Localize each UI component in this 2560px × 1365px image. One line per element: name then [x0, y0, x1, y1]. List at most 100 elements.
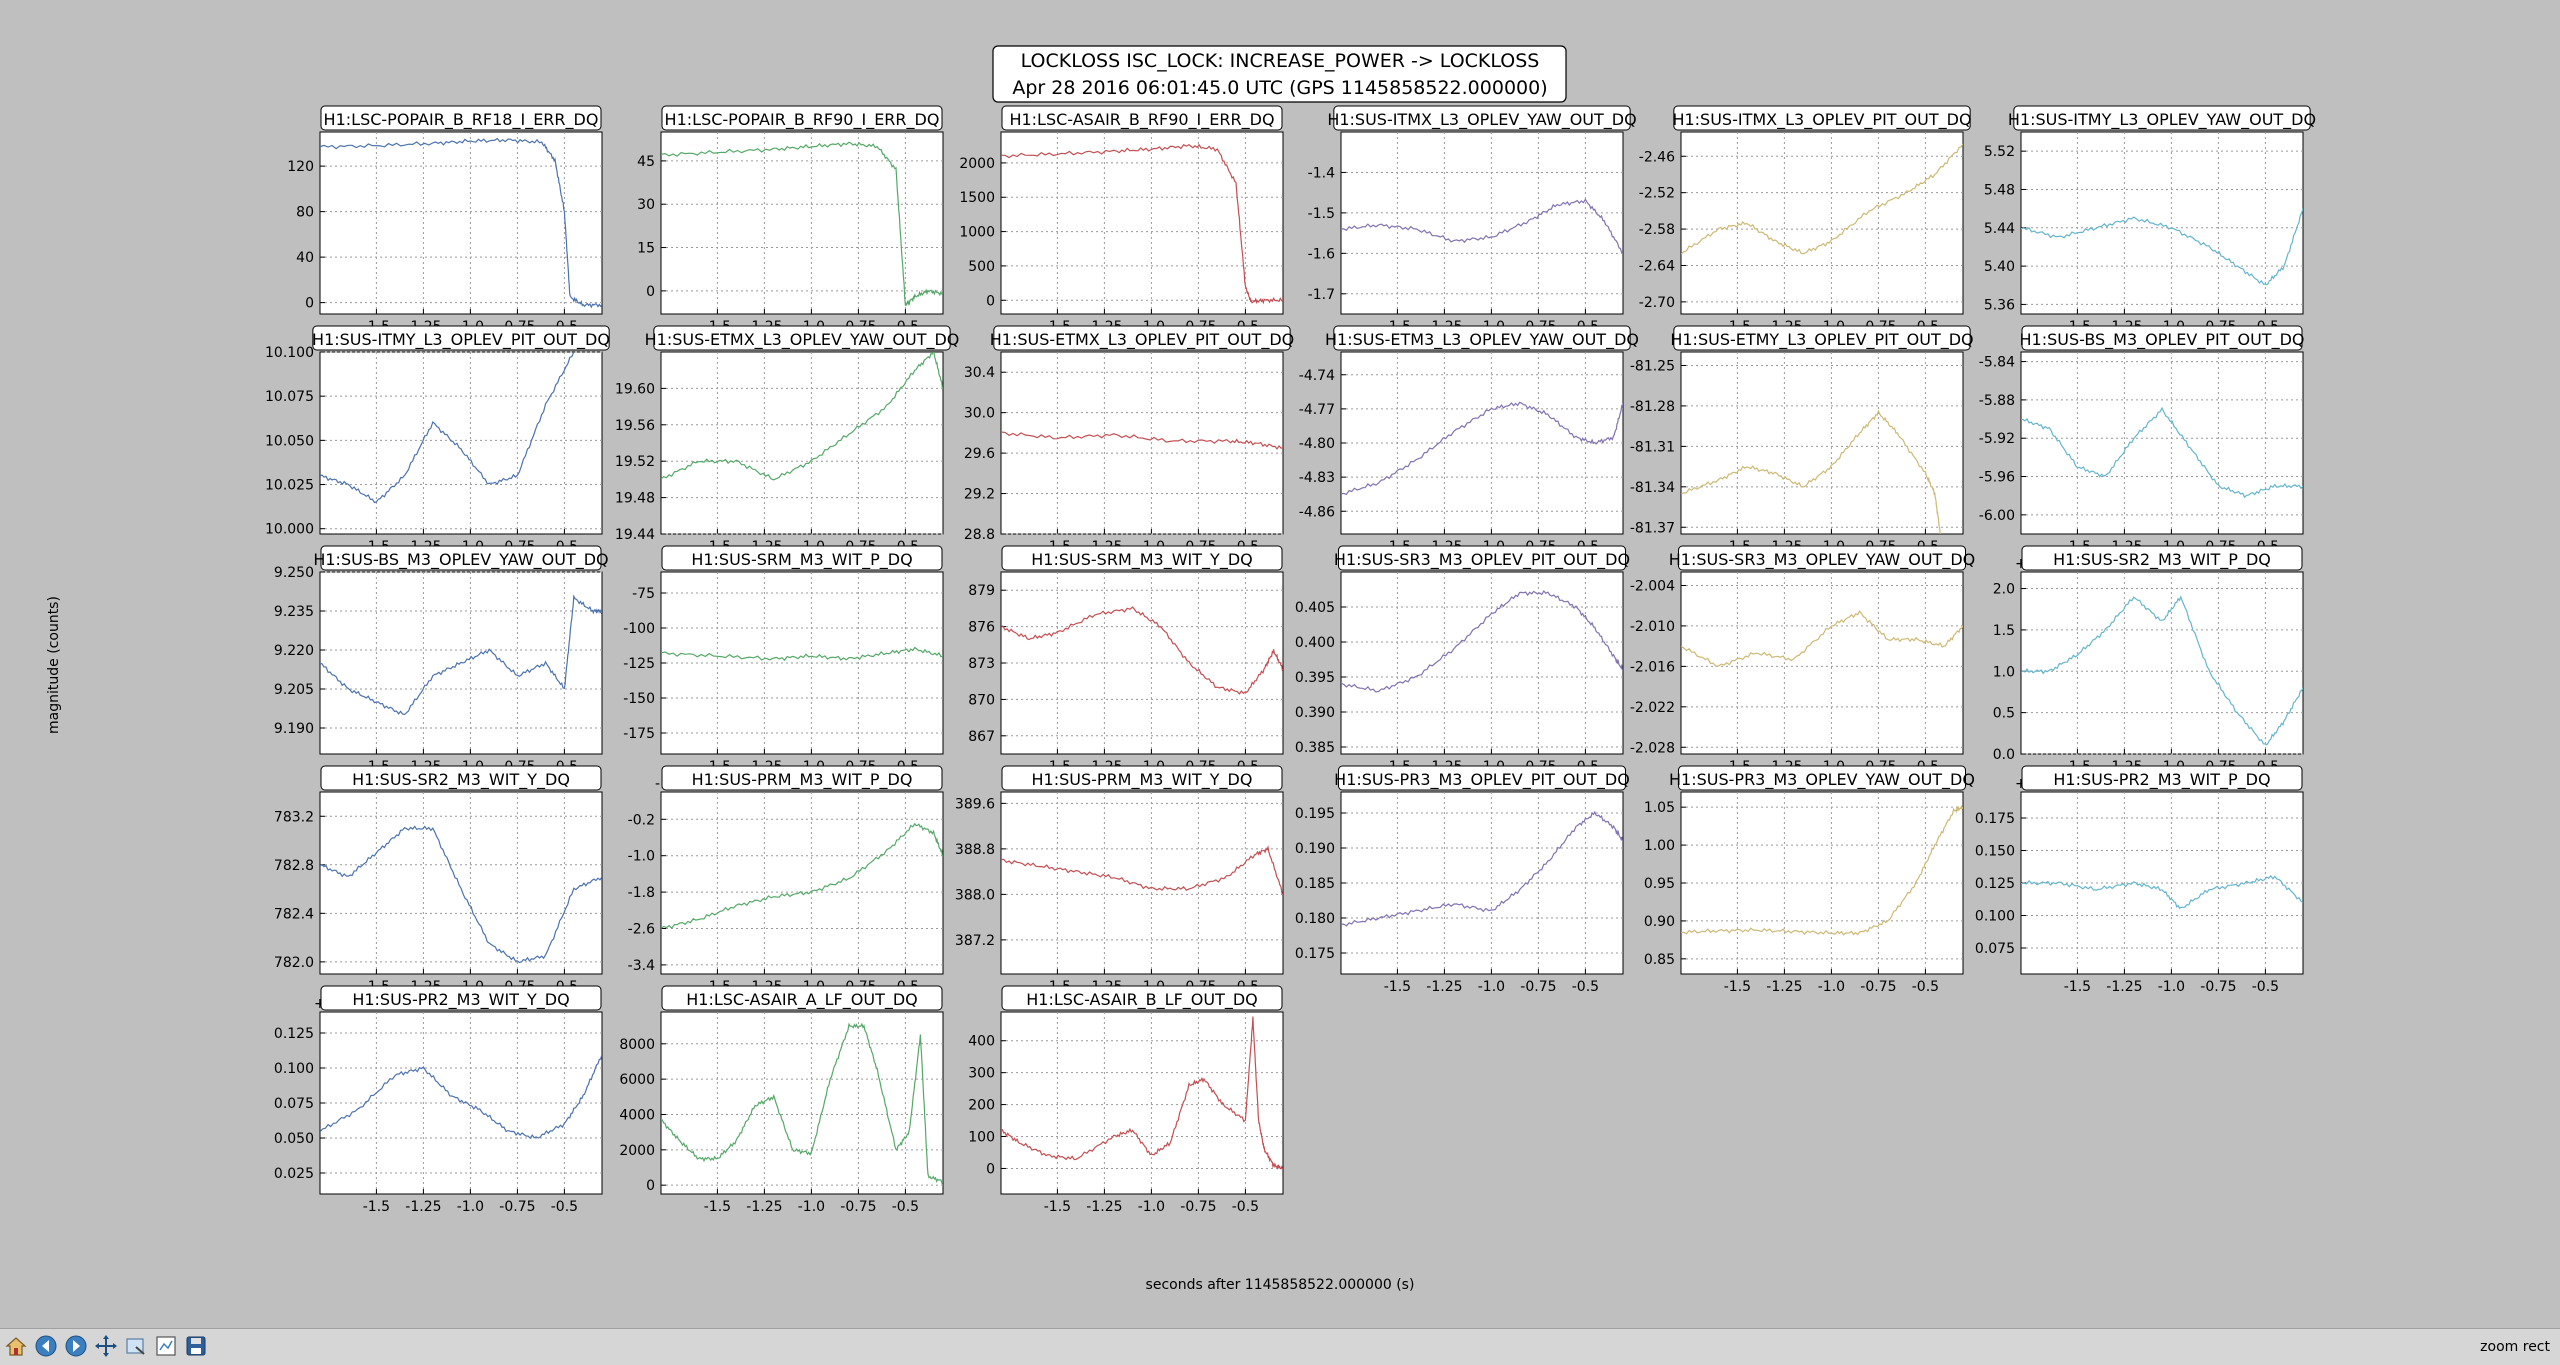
subplot-title-box: [1333, 105, 1631, 131]
subplot-title: H1:SUS-SR2_M3_WIT_P_DQ: [2053, 550, 2271, 570]
forward-button[interactable]: [64, 1334, 88, 1358]
y-tick-label: -5.84: [1979, 355, 2015, 371]
x-tick-label: -0.75: [2200, 979, 2236, 995]
subplot-16: -1.5-1.25-1.0-0.75-0.50.3850.3900.3950.4…: [1295, 545, 1630, 775]
y-tick-label: 782.4: [274, 906, 314, 922]
x-tick-label: -0.75: [499, 1199, 535, 1215]
subplot-11: -1.5-1.25-1.0-0.75-0.5-81.37-81.34-81.31…: [1630, 325, 1974, 555]
home-button[interactable]: [4, 1334, 28, 1358]
subplot-13: -1.5-1.25-1.0-0.75-0.59.1909.2059.2209.2…: [274, 545, 609, 775]
x-tick-label: -1.25: [1086, 1199, 1122, 1215]
series-line: [661, 1022, 943, 1185]
y-tick-label: 1500: [959, 190, 995, 206]
subplot-24: -1.5 -1.25 -1.0 -0.75 -0.5 0.075 0.100 0.125 0.1…: [1975, 765, 2304, 995]
subplot-1: -1.5-1.25-1.0-0.75-0.504080120H1:LSC-POP…: [287, 105, 603, 335]
x-tick-label: -0.5: [2252, 979, 2279, 995]
y-tick-label: -4.86: [1299, 504, 1335, 520]
y-tick-label: -81.25: [1630, 358, 1675, 374]
y-tick-label: 0.100: [274, 1061, 314, 1077]
y-tick-label: 300: [968, 1066, 995, 1082]
y-tick-label: 0.075: [1975, 941, 2015, 957]
figure-canvas: LOCKLOSS ISC_LOCK: INCREASE_POWER -> LOC…: [46, 45, 2316, 1293]
y-tick-label: 0.180: [1295, 911, 1335, 927]
subplot-7: -1.5-1.25-1.0-0.75-0.510.00010.02510.050…: [265, 325, 610, 555]
y-tick-label: -81.31: [1630, 439, 1675, 455]
y-tick-label: 9.220: [274, 643, 314, 659]
subplot-title: H1:SUS-ETMY_L3_OPLEV_PIT_OUT_DQ: [1670, 330, 1973, 350]
back-button[interactable]: [34, 1334, 58, 1358]
subplot-title-box: [653, 325, 951, 351]
subplot-title-box: [1678, 545, 1966, 571]
subplot-title: H1:SUS-PR3_M3_OPLEV_YAW_OUT_DQ: [1669, 770, 1975, 790]
subplot-title-box: [312, 325, 610, 351]
figure-title-line1: LOCKLOSS ISC_LOCK: INCREASE_POWER -> LOC…: [1021, 50, 1540, 72]
pan-icon: [95, 1335, 117, 1357]
axes-frame: [2020, 351, 2304, 535]
subplot-5: -1.5-1.25-1.0-0.75-0.5-2.70-2.64-2.58-2.…: [1639, 105, 1972, 335]
y-tick-label: 5.52: [1984, 144, 2015, 160]
y-tick-label: -4.77: [1299, 402, 1335, 418]
subplots-button[interactable]: [154, 1334, 178, 1358]
x-tick-label: -1.25: [405, 1199, 441, 1215]
series-line: [661, 352, 943, 481]
series-line: [320, 1053, 602, 1140]
subplot-title-box: [661, 985, 943, 1011]
figure-svg: LOCKLOSS ISC_LOCK: INCREASE_POWER -> LOC…: [46, 45, 2316, 1293]
y-tick-label: -1.8: [628, 885, 655, 901]
subplot-title-box: [1338, 765, 1626, 791]
y-tick-label: 0.95: [1644, 876, 1675, 892]
subplot-19: -1.5-1.25-1.0-0.75-0.5782.0782.4782.8783…: [274, 765, 603, 995]
forward-icon: [65, 1335, 87, 1357]
toolbar: zoom rect: [0, 1328, 2560, 1365]
y-tick-label: 5.36: [1984, 297, 2015, 313]
status-message: zoom rect: [2480, 1339, 2550, 1355]
subplot-title: H1:SUS-SRM_M3_WIT_P_DQ: [691, 550, 912, 570]
y-tick-label: 15: [637, 241, 655, 257]
series-line: [1341, 810, 1623, 927]
y-tick-label: 2000: [959, 156, 995, 172]
back-icon: [35, 1335, 57, 1357]
y-tick-label: 0.405: [1295, 600, 1335, 616]
subplot-23: -1.5 -1.25 -1.0 -0.75 -0.5 0.85 0.90 0.95 1.00 1.…: [1644, 765, 1975, 995]
y-tick-label: -125: [623, 656, 655, 672]
subplot-title-box: [1673, 325, 1971, 351]
series-line: [2021, 874, 2303, 910]
y-tick-label: 782.8: [274, 858, 314, 874]
subplot-15: -1.5-1.25-1.0-0.75-0.5867870873876879H1:…: [968, 545, 1284, 775]
y-tick-label: 783.2: [274, 809, 314, 825]
y-tick-label: -75: [632, 586, 655, 602]
y-tick-label: 0.195: [1295, 806, 1335, 822]
y-tick-label: 0.150: [1975, 844, 2015, 860]
subplot-10: -1.5-1.25-1.0-0.75-0.5-4.86-4.83-4.80-4.…: [1299, 325, 1639, 555]
series-line: [2021, 406, 2303, 499]
y-tick-label: 0.90: [1644, 914, 1675, 930]
series-line: [1001, 606, 1283, 695]
x-tick-label: -1.5: [1044, 1199, 1071, 1215]
y-tick-label: 0.175: [1975, 811, 2015, 827]
axes-frame: [660, 351, 944, 535]
y-tick-label: 10.025: [265, 478, 314, 494]
series-line: [320, 594, 602, 716]
x-tick-label: -1.0: [1818, 979, 1845, 995]
y-tick-label: 0.185: [1295, 876, 1335, 892]
y-tick-label: 0.125: [274, 1026, 314, 1042]
series-line: [320, 352, 575, 504]
pan-button[interactable]: [94, 1334, 118, 1358]
y-tick-label: 0.400: [1295, 635, 1335, 651]
zoom-button[interactable]: [124, 1334, 148, 1358]
y-tick-label: 29.6: [964, 446, 995, 462]
x-tick-label: -1.25: [1426, 979, 1462, 995]
subplot-title: H1:SUS-ETMX_L3_OPLEV_PIT_OUT_DQ: [990, 330, 1294, 350]
y-tick-label: 9.250: [274, 565, 314, 581]
series-line: [1001, 845, 1283, 895]
y-tick-label: -175: [623, 726, 655, 742]
axes-frame: [2020, 571, 2304, 755]
save-button[interactable]: [184, 1334, 208, 1358]
subplot-title-box: [993, 325, 1291, 351]
y-tick-label: -5.88: [1979, 393, 2015, 409]
subplot-title: H1:LSC-POPAIR_B_RF90_I_ERR_DQ: [665, 110, 940, 130]
y-tick-label: 1.5: [1993, 623, 2015, 639]
series-line: [1341, 589, 1623, 693]
y-tick-label: -2.016: [1630, 659, 1675, 675]
y-tick-label: -0.2: [628, 812, 655, 828]
